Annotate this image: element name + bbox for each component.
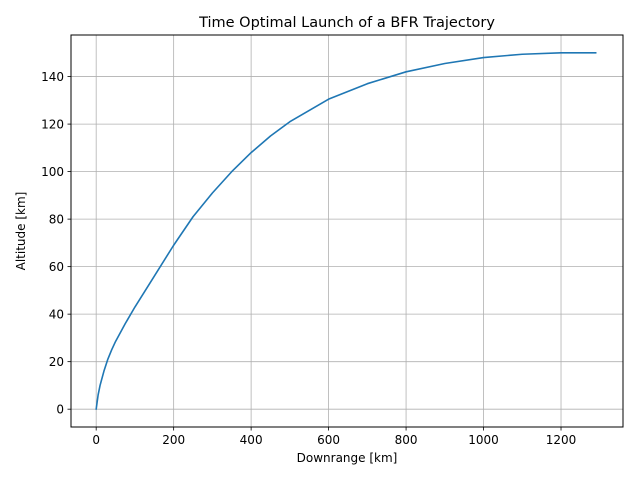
y-axis-label: Altitude [km] bbox=[14, 192, 28, 271]
x-tick-label: 600 bbox=[317, 433, 340, 447]
x-tick-label: 200 bbox=[162, 433, 185, 447]
x-tick-label: 800 bbox=[395, 433, 418, 447]
y-tick-label: 40 bbox=[49, 307, 64, 321]
grid-lines bbox=[71, 35, 623, 427]
y-tick-label: 140 bbox=[41, 70, 64, 84]
chart-title: Time Optimal Launch of a BFR Trajectory bbox=[198, 15, 495, 31]
y-tick-label: 60 bbox=[49, 260, 64, 274]
y-tick-label: 120 bbox=[41, 117, 64, 131]
x-tick-label: 400 bbox=[240, 433, 263, 447]
y-tick-label: 100 bbox=[41, 165, 64, 179]
y-tick-label: 0 bbox=[56, 402, 64, 416]
x-tick-label: 0 bbox=[92, 433, 100, 447]
plot-frame bbox=[70, 34, 624, 428]
x-tick-label: 1200 bbox=[546, 433, 577, 447]
trajectory-line bbox=[95, 52, 597, 410]
x-tick-label: 1000 bbox=[468, 433, 499, 447]
y-tick-label: 20 bbox=[49, 355, 64, 369]
x-axis-label: Downrange [km] bbox=[297, 451, 398, 465]
axis-ticks: 0 200 400 600 800 1000 1200 0 20 40 60 80 100 120 140 bbox=[41, 70, 576, 447]
y-tick-label: 80 bbox=[49, 212, 64, 226]
series-lines bbox=[95, 52, 597, 410]
